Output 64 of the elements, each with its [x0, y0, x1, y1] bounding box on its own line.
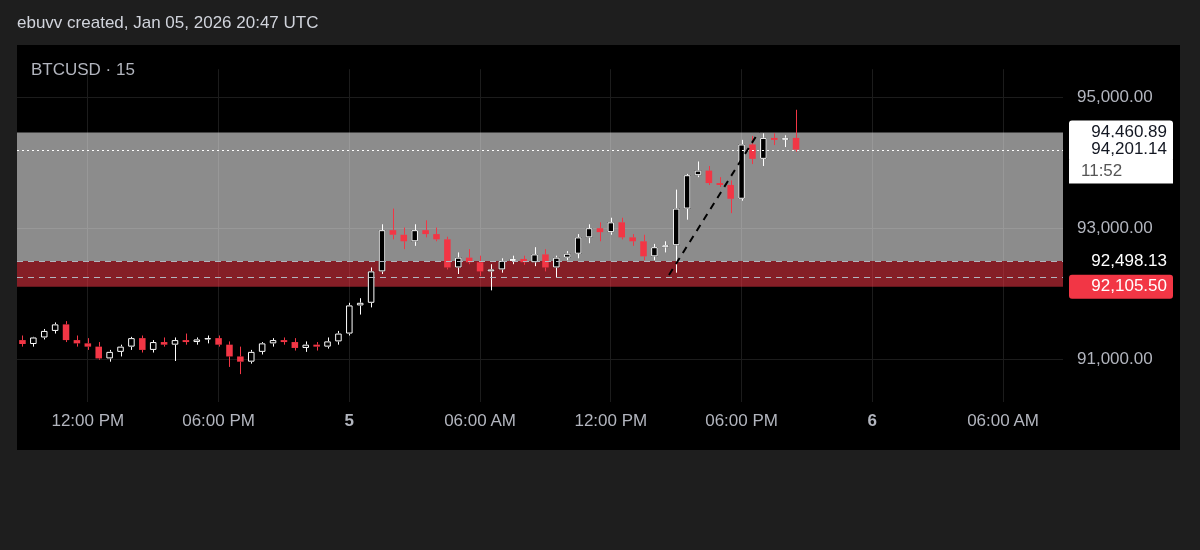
x-tick-label: 06:00 PM — [705, 411, 778, 431]
candlestick — [269, 337, 277, 348]
candlestick — [716, 176, 724, 188]
candlestick — [694, 160, 702, 178]
candlestick — [651, 243, 658, 261]
candlestick — [727, 179, 734, 214]
candlestick — [237, 346, 244, 375]
candlestick — [30, 337, 37, 348]
y-tick-label: 91,000.00 — [1077, 348, 1153, 368]
candlestick — [411, 223, 418, 247]
candlestick — [607, 217, 615, 236]
band-label: 94,460.89 — [1091, 122, 1167, 142]
candlestick — [149, 339, 157, 354]
candlestick — [247, 349, 255, 365]
candlestick — [563, 250, 571, 261]
candlestick — [139, 335, 146, 354]
candlestick — [389, 208, 397, 240]
x-tick-label: 6 — [867, 411, 878, 431]
candlestick — [62, 320, 70, 343]
candlestick — [781, 134, 789, 148]
candlestick — [226, 340, 233, 368]
candlestick — [19, 335, 26, 348]
candlestick — [193, 336, 201, 346]
y-tick-label: 95,000.00 — [1077, 87, 1153, 107]
candlestick — [95, 341, 102, 359]
candlestick — [487, 263, 495, 291]
candlestick — [542, 248, 549, 272]
candlestick — [455, 251, 462, 275]
candlestick — [106, 349, 113, 363]
candlestick — [313, 341, 320, 352]
chart-subtitle: BTCUSD · 15 — [31, 60, 135, 80]
ref-line-label: 92,498.13 — [1091, 250, 1167, 270]
candlestick — [51, 321, 59, 335]
candlestick — [280, 336, 288, 346]
chart-title: ebuvv created, Jan 05, 2026 20:47 UTC — [17, 13, 319, 33]
candlestick — [182, 333, 190, 346]
candlestick — [422, 219, 429, 238]
x-tick-label: 5 — [344, 411, 355, 431]
x-tick-label: 06:00 PM — [182, 411, 255, 431]
ref-line-label: 94,201.14 — [1091, 139, 1167, 159]
candlestick — [792, 109, 800, 153]
x-tick-label: 06:00 AM — [444, 411, 516, 431]
candlestick — [770, 132, 778, 146]
candlestick — [291, 337, 299, 352]
candlestick — [324, 336, 331, 350]
band-label: 92,105.50 — [1091, 276, 1167, 296]
candlestick — [356, 297, 364, 316]
y-tick-label: 93,000.00 — [1077, 217, 1153, 237]
text: 11:52 — [1081, 161, 1123, 181]
candlestick — [476, 255, 484, 277]
candlestick — [160, 336, 168, 348]
candlestick — [672, 189, 680, 274]
candlestick — [498, 257, 506, 274]
candlestick — [596, 221, 604, 242]
candlestick — [662, 240, 669, 253]
candlestick — [171, 336, 179, 362]
candlestick — [585, 223, 593, 244]
candlestick — [302, 340, 310, 353]
x-tick-label: 06:00 AM — [967, 411, 1039, 431]
candlestick — [531, 246, 538, 267]
candlestick — [640, 234, 647, 261]
candlestick — [629, 233, 636, 247]
x-tick-label: 12:00 PM — [574, 411, 648, 431]
x-tick-label: 12:00 PM — [51, 411, 125, 431]
